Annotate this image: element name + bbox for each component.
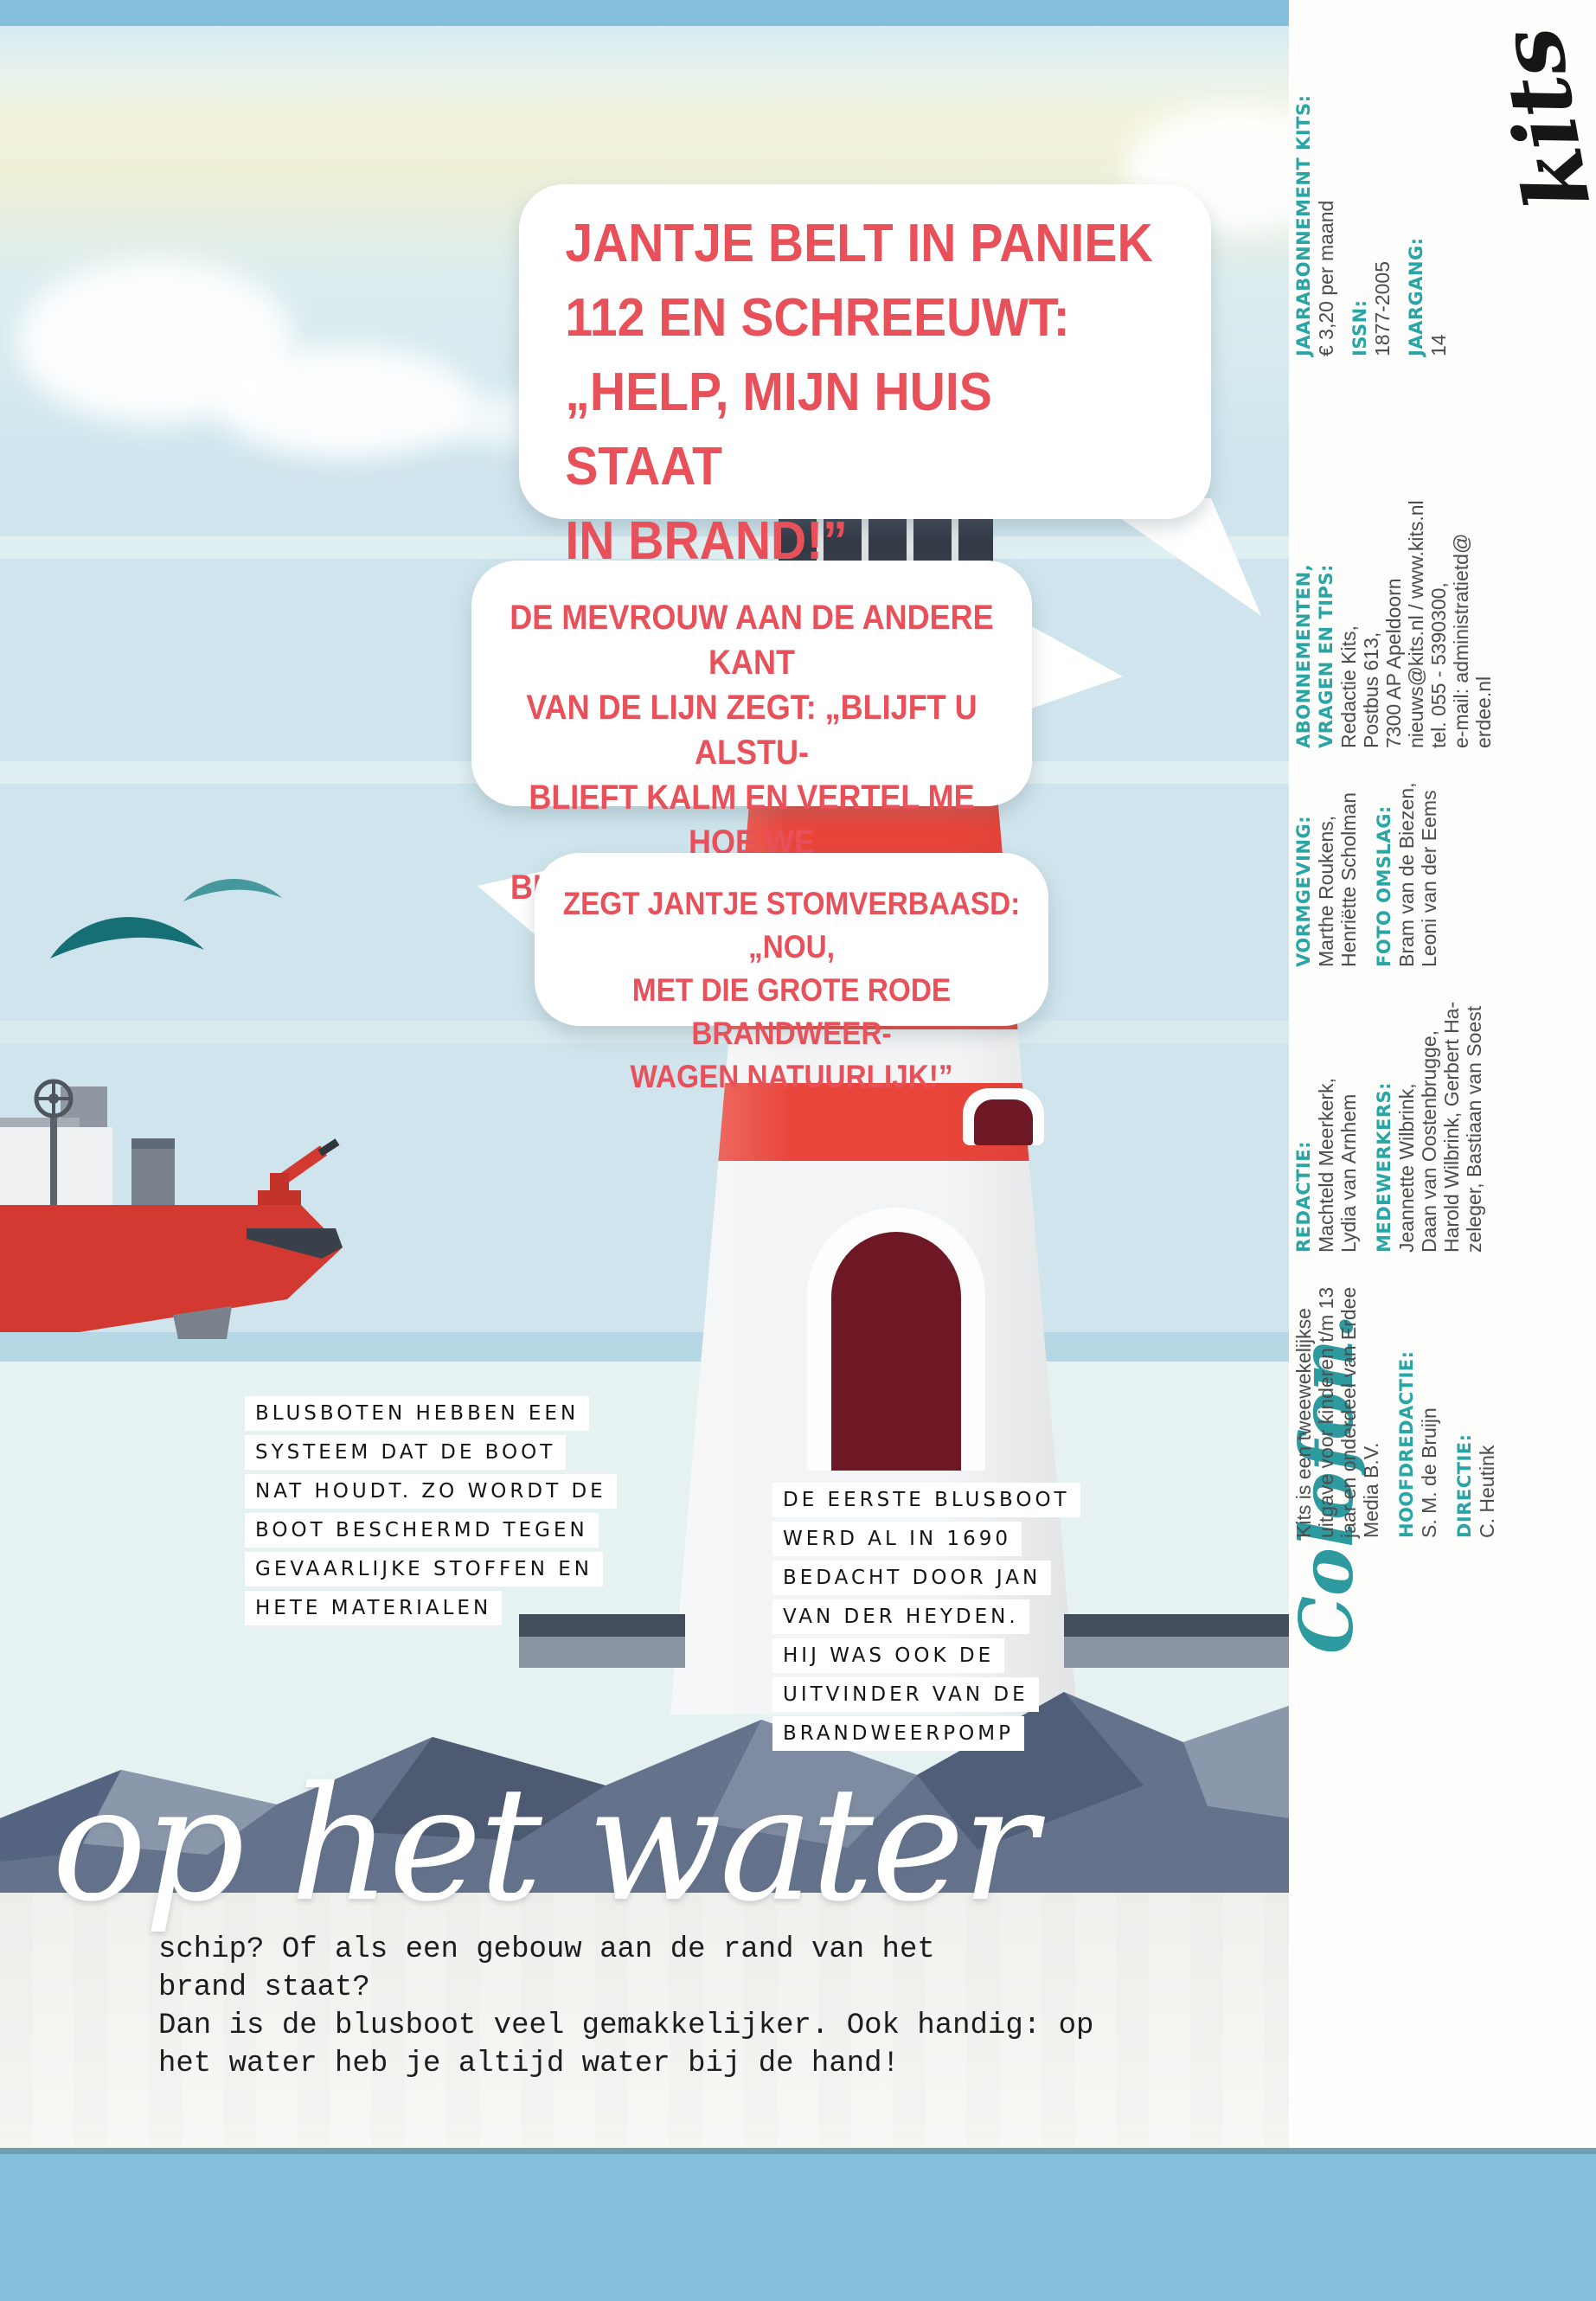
speech-bubble-mevrouw: DE MEVROUW AAN DE ANDERE KANT VAN DE LIJ…	[471, 561, 1032, 907]
ship-wheel-icon	[34, 1079, 74, 1118]
abonnementen-label: ABONNEMENTEN, VRAGEN EN TIPS:	[1293, 563, 1336, 748]
speech-bubble-text: ZEGT JANTJE STOMVERBAASD: „NOU, MET DIE …	[562, 886, 1021, 1094]
fact-note-text: DE EERSTE BLUSBOOT WERD AL IN 1690 BEDAC…	[772, 1483, 1080, 1751]
illustration-details	[0, 878, 1289, 1893]
rocks	[0, 1692, 1289, 1893]
speech-bubble-jantje: JANTJE BELT IN PANIEK 112 EN SCHREEUWT: …	[519, 184, 1211, 571]
seagull-icon	[50, 878, 282, 958]
jaarabonnement-label: JAARABONNEMENT KITS:	[1293, 94, 1314, 356]
bubble2-tail	[1019, 619, 1123, 713]
speech-bubble-tails	[0, 0, 1289, 1931]
article-body-text: schip? Of als een gebouw aan de rand van…	[158, 1933, 1094, 2080]
fact-note-blusboten: BLUSBOTEN HEBBEN EEN SYSTEEM DAT DE BOOT…	[245, 1394, 729, 1628]
fact-note-1690: DE EERSTE BLUSBOOT WERD AL IN 1690 BEDAC…	[772, 1481, 1170, 1753]
colophon-column-abonnementen: ABONNEMENTEN, VRAGEN EN TIPS: Redactie K…	[1292, 500, 1495, 748]
speech-bubble-text: JANTJE BELT IN PANIEK 112 EN SCHREEUWT: …	[565, 214, 1153, 571]
lighthouse-window	[974, 1099, 1033, 1145]
bubble1-tail	[1092, 498, 1261, 616]
directie-label: DIRECTIE:	[1454, 1433, 1475, 1538]
colophon-column-impressum: Kits is een tweewekelijkse uitgave voor …	[1292, 1287, 1498, 1538]
issn-label: ISSN:	[1349, 299, 1370, 356]
lighthouse-door	[831, 1232, 961, 1471]
vormgeving-value: Marthe Roukens, Henriëtte Scholman	[1315, 792, 1360, 967]
top-blue-bar	[0, 0, 1289, 26]
colophon-column-redactie: REDACTIE: Machteld Meerkerk, Lydia van A…	[1292, 1002, 1485, 1253]
jaargang-label: JAARGANG:	[1406, 237, 1426, 356]
foto-omslag-label: FOTO OMSLAG:	[1374, 805, 1394, 967]
sea-streak	[0, 536, 1289, 559]
hoofdredactie-label: HOOFDREDACTIE:	[1396, 1350, 1417, 1538]
redactie-label: REDACTIE:	[1293, 1141, 1314, 1253]
fact-note-text: BLUSBOTEN HEBBEN EEN SYSTEEM DAT DE BOOT…	[245, 1396, 617, 1625]
page-title: op het water	[52, 1753, 1037, 1936]
publisher-note: Kits is een tweewekelijkse uitgave voor …	[1292, 1286, 1382, 1538]
speech-bubble-punchline: ZEGT JANTJE STOMVERBAASD: „NOU, MET DIE …	[535, 853, 1048, 1094]
cloud	[216, 346, 476, 458]
kits-logo: kits	[1477, 20, 1596, 217]
bubble3-tail	[478, 870, 547, 945]
colophon-rotated-strip: Colofon. Kits is een tweewekelijkse uitg…	[1284, 0, 1596, 1730]
bottom-blue-bar	[0, 2148, 1596, 2301]
issn-value: 1877-2005	[1371, 261, 1394, 356]
fireboat	[0, 1079, 343, 1339]
medewerkers-label: MEDEWERKERS:	[1374, 1081, 1394, 1253]
foto-omslag-value: Bram van de Biezen, Leoni van der Eems	[1395, 782, 1440, 967]
jaarabonnement-value: € 3,20 per maand	[1315, 200, 1337, 356]
jaargang-value: 14	[1427, 334, 1450, 356]
medewerkers-value: Jeannette Wilbrink, Daan van Oostenbrugg…	[1395, 1001, 1485, 1253]
pier	[519, 1614, 1289, 1668]
colophon-column-vormgeving: VORMGEVING: Marthe Roukens, Henriëtte Sc…	[1292, 782, 1440, 967]
water-cannon-icon	[258, 1138, 340, 1206]
vormgeving-label: VORMGEVING:	[1293, 815, 1314, 967]
hoofdredactie-value: S. M. de Bruijn	[1418, 1407, 1440, 1538]
redactie-value: Machteld Meerkerk, Lydia van Arnhem	[1315, 1078, 1360, 1253]
abonnementen-value: Redactie Kits, Postbus 613, 7300 AP Apel…	[1337, 500, 1495, 748]
colophon-column-jaar: JAARABONNEMENT KITS: € 3,20 per maand IS…	[1292, 95, 1450, 356]
colophon-sidebar: Colofon. Kits is een tweewekelijkse uitg…	[1284, 0, 1596, 2301]
directie-value: C. Heutink	[1476, 1445, 1498, 1538]
